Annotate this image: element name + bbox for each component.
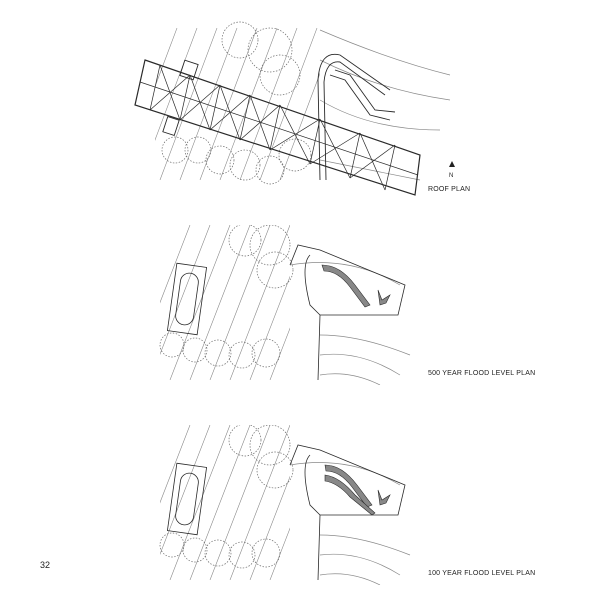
svg-text:N: N — [449, 173, 453, 179]
flood-500-plan-label: 500 YEAR FLOOD LEVEL PLAN — [428, 370, 536, 377]
flood-100-plan-label: 100 YEAR FLOOD LEVEL PLAN — [428, 570, 536, 577]
roof-plan-label: ROOF PLAN — [428, 186, 471, 193]
flood-500-plan-drawing — [159, 225, 411, 385]
roof-plan-drawing — [134, 21, 451, 196]
page-number: 32 — [40, 560, 51, 570]
north-arrow-icon: N — [449, 161, 455, 179]
flood-100-plan-drawing — [159, 425, 411, 585]
